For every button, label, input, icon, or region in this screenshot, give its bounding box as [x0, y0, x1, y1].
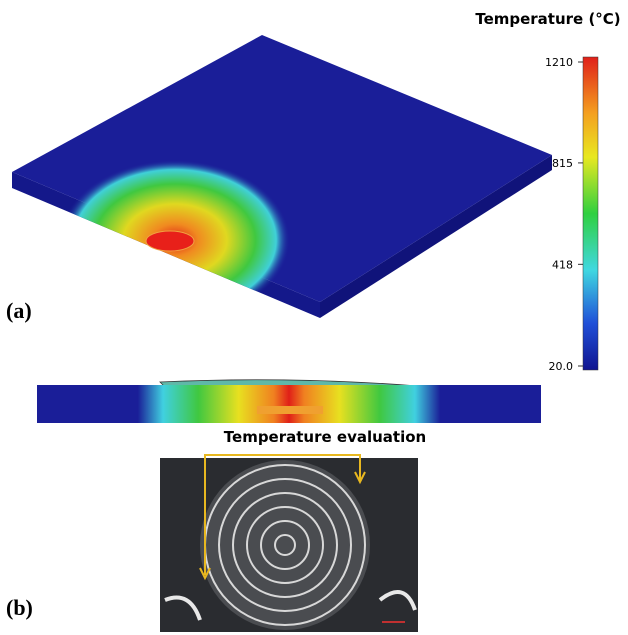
colorbar-tick-label: 20.0 — [549, 360, 574, 373]
panel-label: (b) — [6, 595, 33, 620]
figure: Temperature (°C) 1210 815 418 20.0 Temperat… — [0, 0, 628, 635]
cross-section — [37, 380, 541, 423]
colorbar — [583, 57, 598, 370]
plate-3d — [12, 35, 552, 320]
colorbar-tick-label: 1210 — [545, 56, 573, 69]
panel-label: (a) — [6, 298, 32, 323]
colorbar-tick-label: 418 — [552, 258, 573, 271]
colorbar-title: Temperature (°C) — [475, 10, 620, 28]
photo — [160, 455, 418, 632]
annotation: Temperature evaluation — [224, 428, 426, 446]
colorbar-tick-label: 815 — [552, 157, 573, 170]
